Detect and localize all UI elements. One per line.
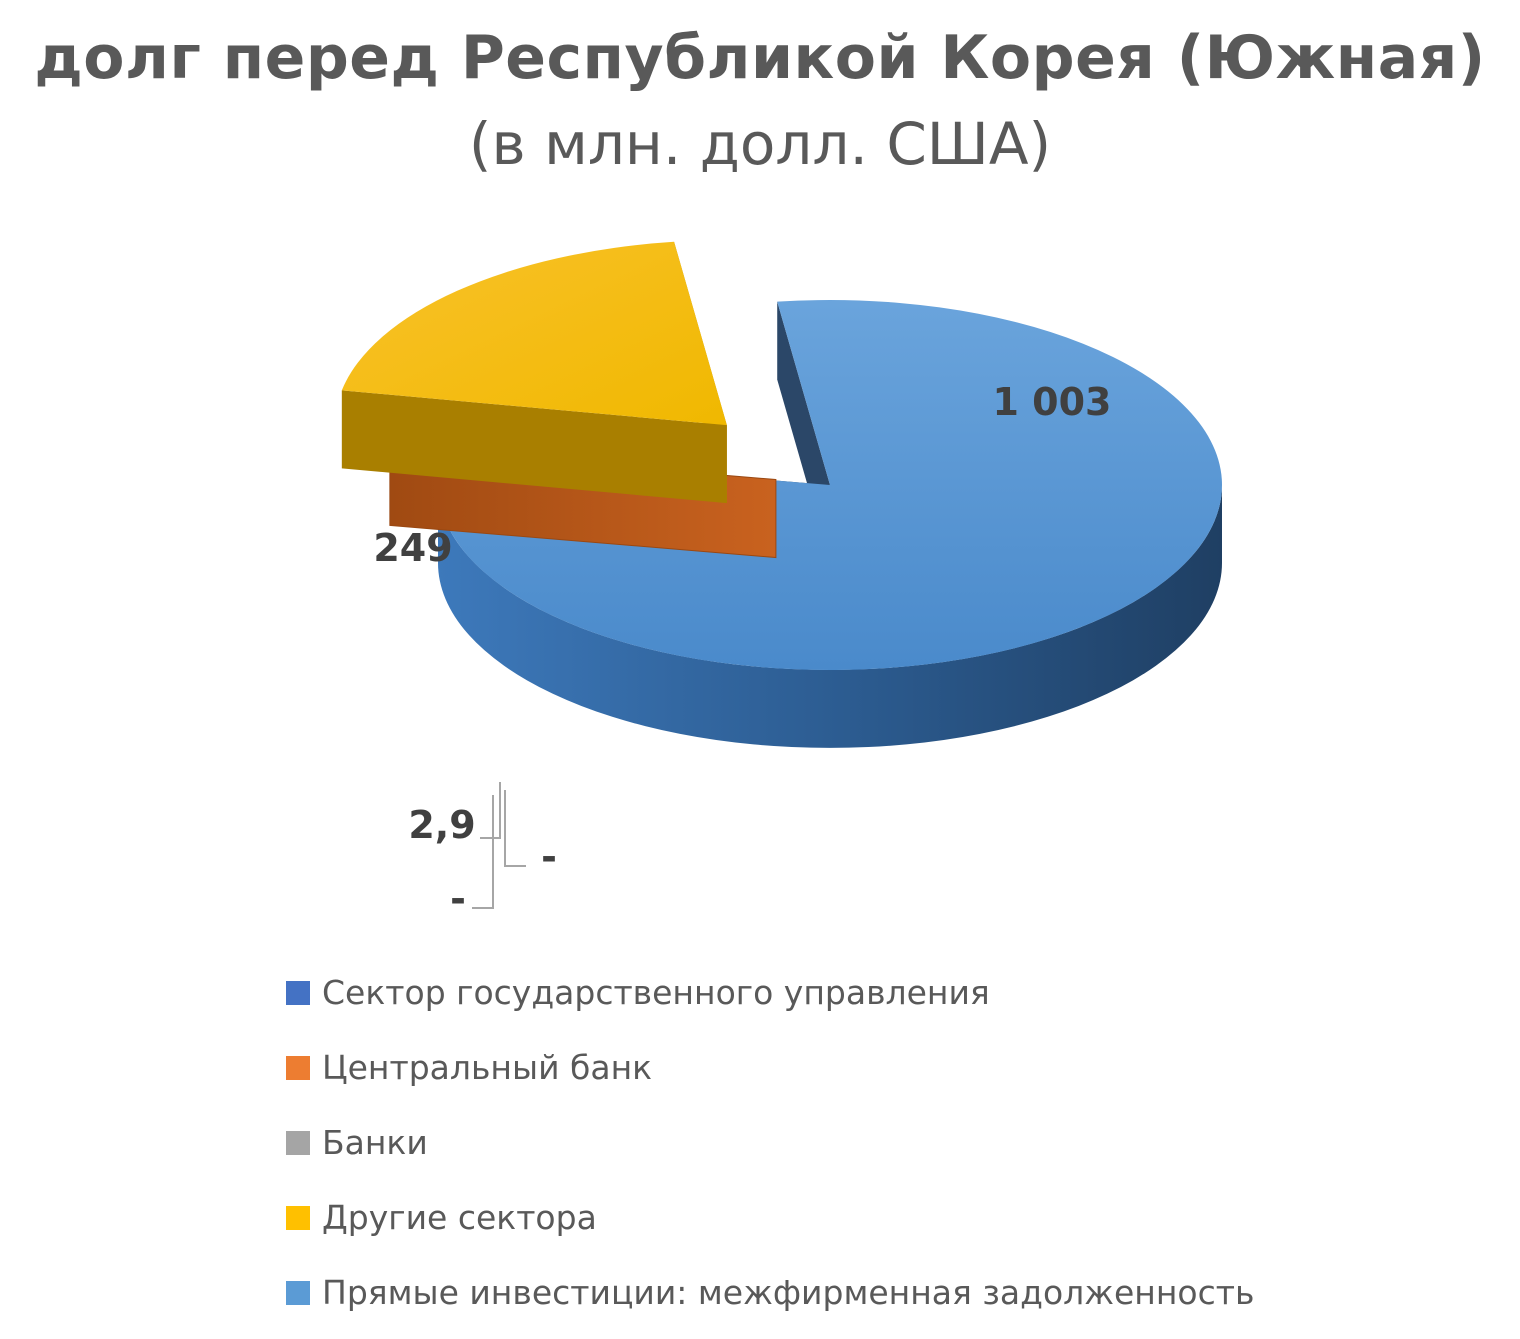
chart-subtitle: (в млн. долл. США) (468, 110, 1052, 178)
legend-label: Прямые инвестиции: межфирменная задолжен… (322, 1273, 1255, 1312)
legend-item: Центральный банк (286, 1030, 1254, 1105)
chart-legend: Сектор государственного управления Центр… (286, 955, 1254, 1330)
legend-label: Сектор государственного управления (322, 973, 990, 1012)
chart-title: долг перед Республикой Корея (Южная) (34, 23, 1486, 93)
slice-side (438, 485, 1222, 748)
slice (341, 241, 727, 426)
legend-label: Банки (322, 1123, 428, 1162)
leader-line (504, 790, 526, 867)
legend-swatch (286, 1280, 310, 1305)
legend-item: Прямые инвестиции: межфирменная задолжен… (286, 1255, 1254, 1330)
legend-swatch (286, 1130, 310, 1155)
slice-cut-face (341, 390, 727, 504)
legend-label: Другие сектора (322, 1198, 597, 1237)
legend-swatch (286, 1055, 310, 1080)
data-label: 2,9 (408, 803, 475, 847)
leader-line (480, 782, 501, 839)
data-label: 1 003 (993, 380, 1112, 424)
data-label: - (450, 877, 466, 921)
leader-line (472, 795, 494, 909)
data-label: 249 (373, 526, 452, 570)
legend-swatch (286, 980, 310, 1005)
legend-item: Другие сектора (286, 1180, 1254, 1255)
legend-item: Сектор государственного управления (286, 955, 1254, 1030)
legend-item: Банки (286, 1105, 1254, 1180)
legend-label: Центральный банк (322, 1048, 653, 1087)
legend-swatch (286, 1205, 310, 1230)
data-label: - (541, 835, 557, 879)
slice (438, 300, 1222, 670)
